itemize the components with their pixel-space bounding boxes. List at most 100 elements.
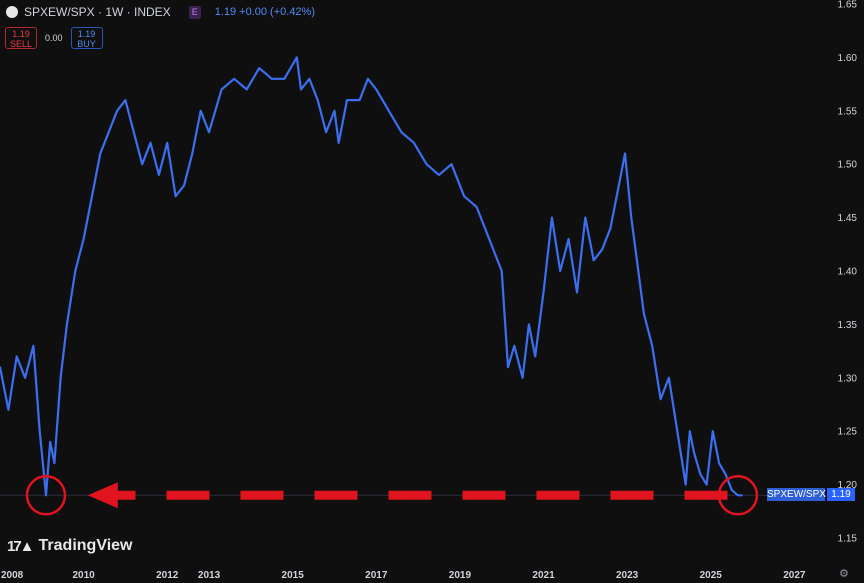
data-point <box>551 216 553 219</box>
data-point <box>45 494 47 497</box>
tradingview-branding[interactable]: 17▲ TradingView <box>7 537 132 555</box>
data-point <box>149 142 152 144</box>
data-point <box>513 345 516 347</box>
x-tick-label: 2027 <box>783 570 806 581</box>
data-point <box>15 355 18 358</box>
x-tick-label: 2012 <box>156 570 179 581</box>
data-point <box>367 78 369 80</box>
data-point <box>651 345 653 347</box>
data-point <box>609 227 612 230</box>
x-tick-label: 2010 <box>72 570 95 581</box>
data-point <box>724 473 727 475</box>
gear-icon[interactable]: ⚙ <box>839 568 849 580</box>
data-point <box>737 494 739 497</box>
data-point <box>375 88 378 91</box>
data-point <box>693 451 695 454</box>
data-point <box>413 142 415 144</box>
data-point <box>630 216 633 219</box>
trade-panel: 1.19 SELL 0.00 1.19 BUY <box>5 27 103 49</box>
data-point <box>32 345 35 347</box>
data-point <box>7 409 10 411</box>
data-point <box>116 110 118 112</box>
last-price-readout: 1.19 +0.00 (+0.42%) <box>214 6 315 18</box>
data-point <box>507 366 509 368</box>
data-point <box>296 56 298 59</box>
data-point <box>400 131 403 133</box>
buy-button[interactable]: 1.19 BUY <box>70 27 103 49</box>
symbol-logo-icon <box>6 6 18 18</box>
spread-value: 0.00 <box>45 33 63 43</box>
x-tick-label: 2015 <box>282 570 305 581</box>
data-point <box>659 398 662 401</box>
data-point <box>438 174 440 176</box>
symbol-header[interactable]: SPXEW/SPX · 1W · INDEX E 1.19 +0.00 (+0.… <box>6 5 315 19</box>
data-point <box>245 88 248 91</box>
sell-label: SELL <box>9 39 33 49</box>
data-point <box>82 238 85 240</box>
symbol-title[interactable]: SPXEW/SPX · 1W · INDEX <box>24 5 171 19</box>
data-point <box>643 312 645 315</box>
y-tick-label: 1.40 <box>838 267 858 278</box>
buy-price: 1.19 <box>77 29 96 39</box>
data-point <box>425 163 428 165</box>
data-point <box>528 323 530 326</box>
annotation-layer <box>25 475 759 516</box>
data-point <box>325 131 327 133</box>
data-point <box>684 483 687 486</box>
tradingview-logo-icon: 17▲ <box>7 537 34 555</box>
data-point <box>74 270 77 272</box>
data-point <box>618 184 620 187</box>
series-line <box>0 56 743 497</box>
data-point <box>741 494 743 497</box>
data-point <box>208 131 210 133</box>
y-tick-label: 1.45 <box>838 213 858 224</box>
y-tick-label: 1.55 <box>838 106 858 117</box>
x-tick-label: 2019 <box>449 570 472 581</box>
x-tick-label: 2023 <box>616 570 639 581</box>
price-tag-value[interactable]: 1.19 <box>827 488 855 501</box>
data-point <box>388 110 390 112</box>
sell-price: 1.19 <box>12 29 30 39</box>
data-point <box>24 377 26 379</box>
data-point <box>66 323 68 326</box>
price-tag-symbol[interactable]: SPXEW/SPX <box>767 488 826 501</box>
data-point <box>559 270 561 272</box>
data-point <box>542 291 545 294</box>
brand-name: TradingView <box>38 537 133 554</box>
series-layer <box>0 56 832 497</box>
y-tick-label: 1.35 <box>838 320 858 331</box>
data-point <box>191 152 194 155</box>
data-point <box>158 174 160 176</box>
data-point <box>308 78 311 80</box>
y-tick-label: 1.30 <box>838 373 858 384</box>
data-point <box>59 377 62 379</box>
data-point <box>475 206 478 208</box>
data-point <box>584 216 587 219</box>
data-point <box>220 88 223 91</box>
data-point <box>141 163 143 165</box>
x-axis: 2008 2010 2012 2013 2015 2017 2019 2021 2023 2025… <box>1 570 806 581</box>
exchange-badge[interactable]: E <box>188 5 201 19</box>
y-tick-label: 1.60 <box>838 53 858 64</box>
y-tick-label: 1.25 <box>838 427 858 438</box>
data-point <box>601 248 603 251</box>
data-point <box>500 270 503 272</box>
data-point <box>676 430 679 433</box>
data-point <box>712 430 714 433</box>
data-point <box>166 142 168 144</box>
data-point <box>718 462 720 465</box>
x-tick-label: 2013 <box>198 570 221 581</box>
data-point <box>49 441 51 443</box>
data-point <box>316 99 319 101</box>
data-point <box>534 355 536 358</box>
data-point <box>634 248 637 251</box>
data-point <box>183 184 185 187</box>
y-tick-label: 1.50 <box>838 160 858 171</box>
sell-button[interactable]: 1.19 SELL <box>5 27 37 49</box>
data-point <box>283 78 286 80</box>
buy-label: BUY <box>77 39 96 49</box>
data-point <box>233 78 235 80</box>
data-point <box>730 489 733 491</box>
y-tick-label: 1.20 <box>838 480 858 491</box>
